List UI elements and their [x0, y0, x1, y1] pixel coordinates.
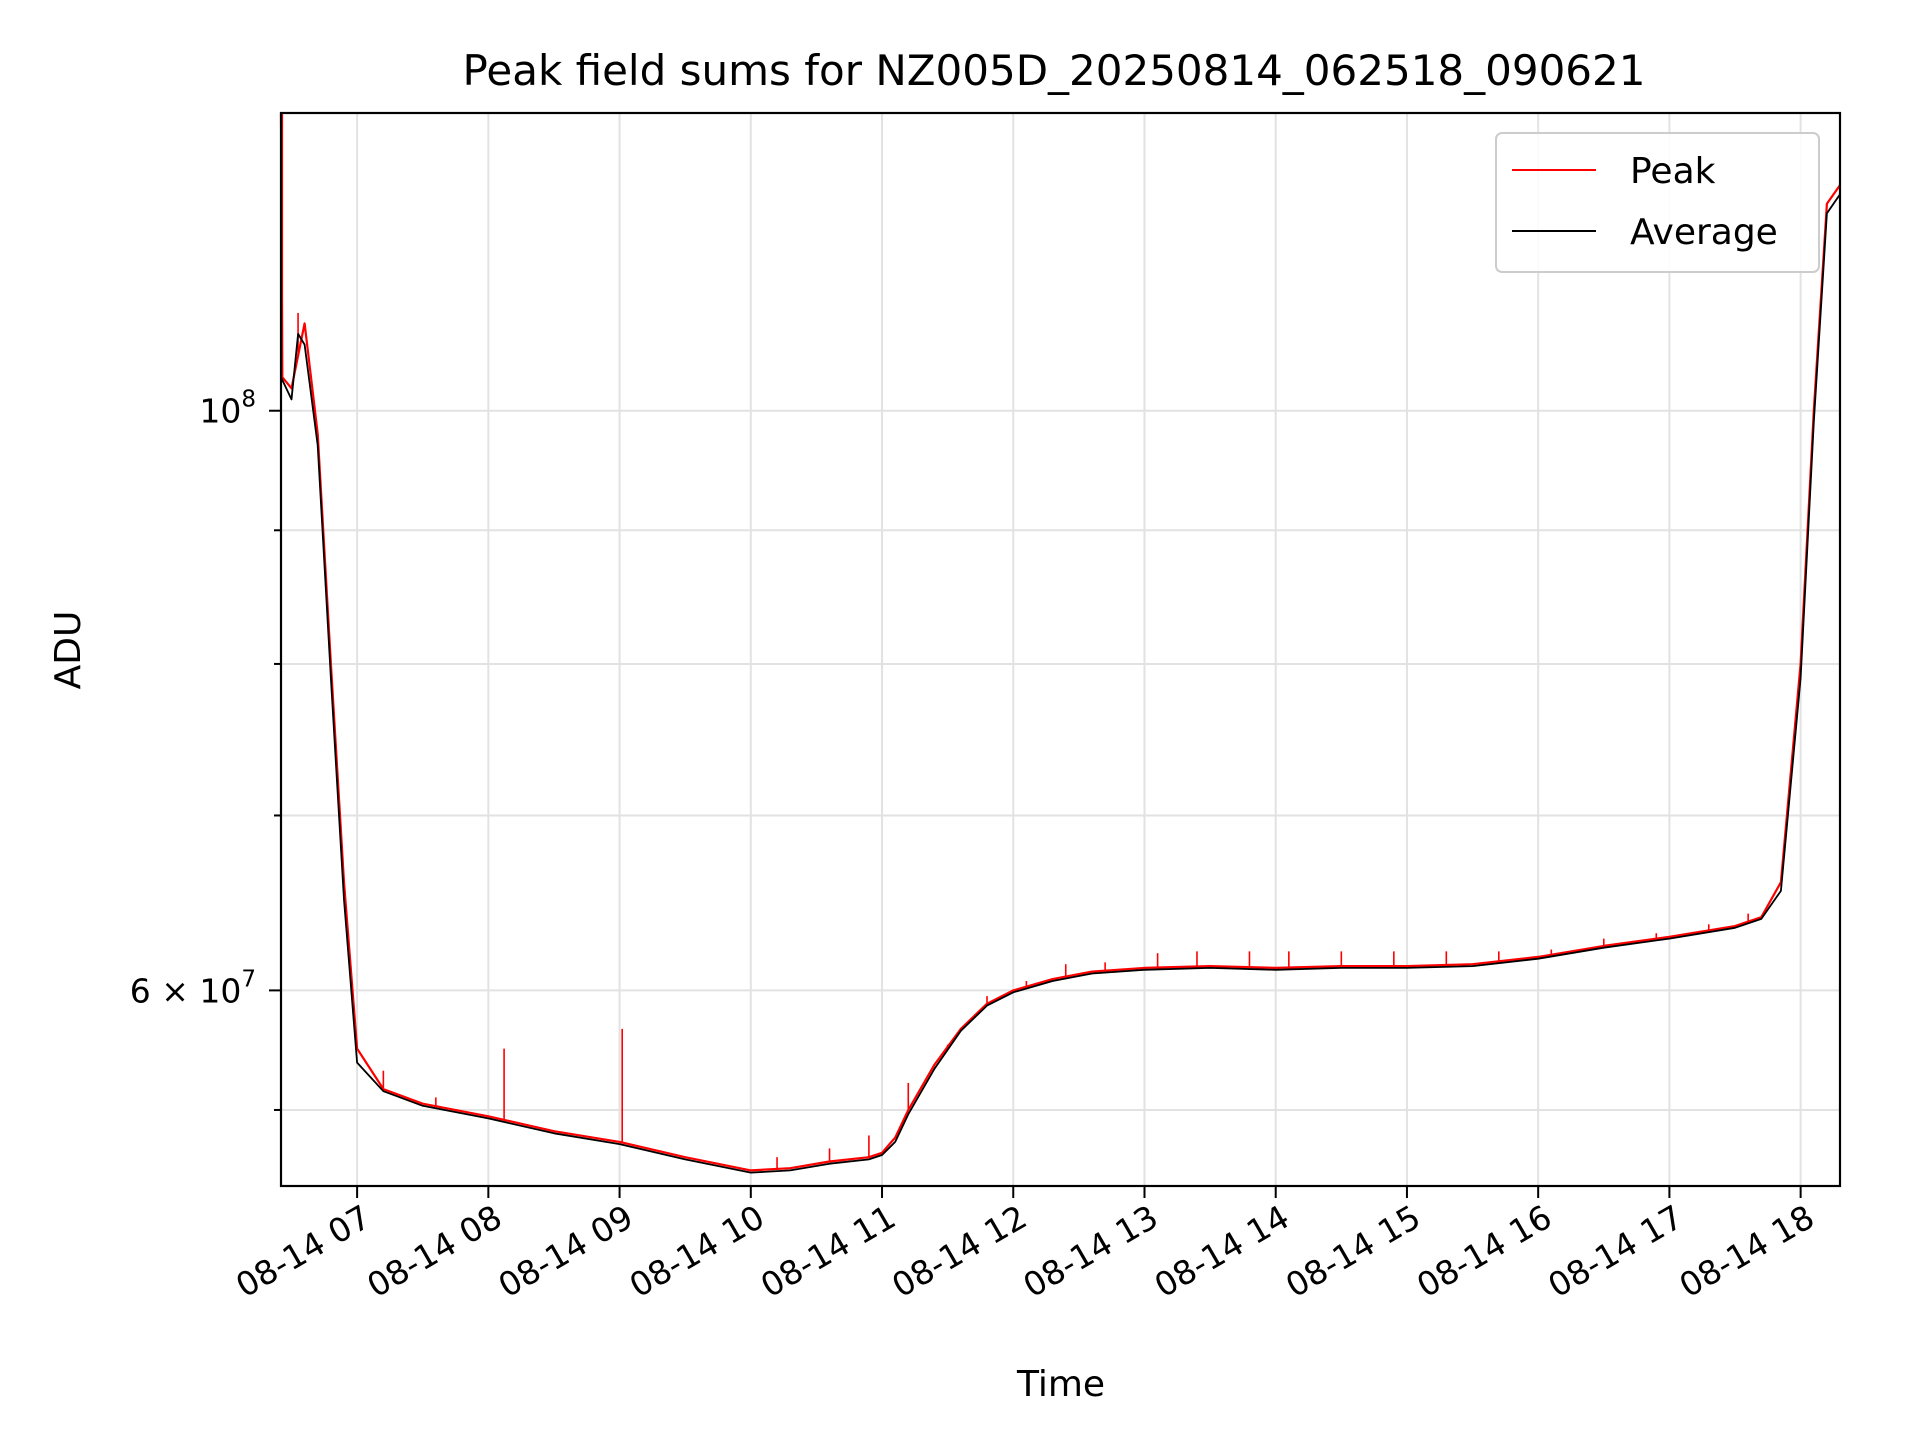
legend-box [1495, 132, 1820, 273]
x-tick-label: 08-14 11 [754, 1197, 902, 1305]
x-tick-label: 08-14 09 [492, 1197, 640, 1305]
x-tick-label: 08-14 16 [1410, 1197, 1558, 1305]
y-tick-label: 6 × 107 [130, 966, 256, 1010]
chart-title: Peak field sums for NZ005D_20250814_0625… [463, 46, 1646, 95]
legend-label-average: Average [1630, 212, 1778, 253]
series-line-peak [279, 112, 1841, 1172]
x-tick-label: 08-14 08 [360, 1197, 508, 1305]
legend: Peak Average [1495, 132, 1820, 273]
x-tick-label: 08-14 07 [229, 1197, 377, 1305]
series-line-average [280, 193, 1841, 1174]
y-tick-label: 108 [199, 387, 256, 431]
legend-label-peak: Peak [1630, 151, 1716, 192]
plot-frame [279, 111, 1842, 1188]
y-axis-label: ADU [48, 611, 89, 690]
x-axis-label: Time [1016, 1364, 1105, 1405]
y-axis: 6 × 107 108 [130, 387, 281, 1111]
x-tick-label: 08-14 12 [885, 1197, 1033, 1305]
x-tick-label: 08-14 15 [1279, 1197, 1427, 1305]
x-tick-label: 08-14 17 [1541, 1197, 1689, 1305]
grid [281, 113, 1840, 1186]
x-tick-label: 08-14 14 [1148, 1197, 1296, 1305]
x-tick-label: 08-14 13 [1016, 1197, 1164, 1305]
x-tick-label: 08-14 10 [623, 1197, 771, 1305]
series-layer [279, 112, 1841, 1174]
x-tick-label: 08-14 18 [1673, 1197, 1821, 1305]
